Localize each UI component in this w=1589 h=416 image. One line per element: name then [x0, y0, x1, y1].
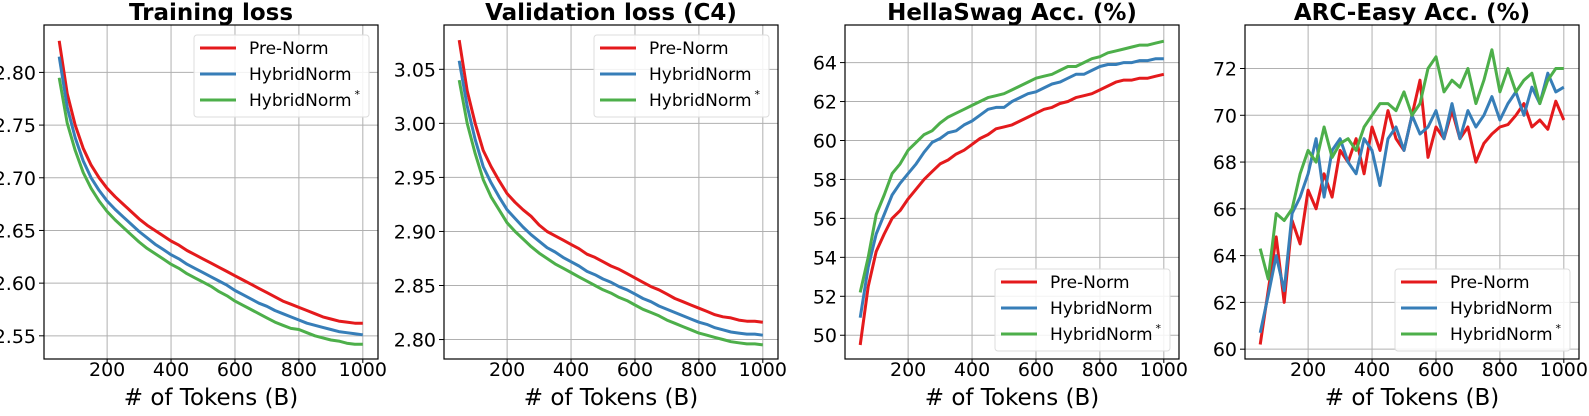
y-tick-label: 2.60 [0, 273, 36, 295]
legend: Pre-Norm HybridNorm HybridNorm * [193, 34, 370, 118]
y-tick-label: 54 [813, 247, 837, 269]
y-tick-label: 56 [813, 208, 837, 230]
legend-label: Pre-Norm [249, 39, 329, 59]
legend: Pre-Norm HybridNorm HybridNorm * [593, 34, 770, 118]
legend-superscript: * [755, 88, 761, 101]
x-tick-label: 600 [617, 359, 653, 381]
y-tick-label: 68 [1213, 152, 1237, 174]
x-axis-label: # of Tokens (B) [1325, 385, 1500, 411]
plot-frame [443, 24, 779, 360]
plot-frame [1244, 24, 1580, 360]
series-line-pre-norm [57, 40, 363, 325]
x-axis-label: # of Tokens (B) [524, 385, 699, 411]
legend-label: HybridNorm [1050, 299, 1153, 319]
x-tick-label: 200 [1290, 359, 1326, 381]
chart-title: Validation loss (C4) [485, 0, 737, 26]
y-tick-label: 66 [1213, 199, 1237, 221]
y-tick-label: 60 [1213, 339, 1237, 361]
y-tick-label: 3.00 [394, 113, 436, 135]
x-tick-label: 600 [1018, 359, 1054, 381]
x-tick-label: 1000 [739, 359, 787, 381]
series-line-hybridnorm [457, 60, 764, 337]
legend-box [1394, 268, 1571, 352]
y-tick-label: 2.85 [394, 275, 436, 297]
y-tick-label: 52 [813, 286, 837, 308]
series-line-hybridnorm-star [457, 79, 763, 347]
x-tick-label: 800 [281, 359, 317, 381]
y-tick-label: 2.95 [394, 167, 436, 189]
y-tick-label: 2.80 [394, 330, 436, 352]
series-line-hybridnorm [57, 56, 364, 337]
series-line-hybridnorm [858, 57, 1164, 318]
y-tick-label: 62 [813, 92, 837, 114]
legend-label: HybridNorm [649, 91, 752, 111]
chart-title: ARC-Easy Acc. (%) [1294, 0, 1530, 26]
plot-frame [844, 24, 1180, 360]
y-tick-label: 2.70 [0, 168, 36, 190]
y-tick-label: 3.05 [394, 59, 436, 81]
y-tick-label: 50 [813, 325, 837, 347]
legend-box [994, 268, 1171, 352]
legend: Pre-Norm HybridNorm HybridNorm * [1394, 268, 1571, 352]
x-tick-label: 400 [553, 359, 589, 381]
legend-superscript: * [1156, 322, 1162, 335]
x-tick-label: 400 [153, 359, 189, 381]
y-tick-label: 2.80 [0, 62, 36, 84]
legend-label: Pre-Norm [649, 39, 729, 59]
plot-frame [43, 24, 379, 360]
x-tick-label: 400 [954, 359, 990, 381]
x-tick-label: 1000 [1140, 359, 1188, 381]
chart-panel-2: 200 400 600 800 1000 2.80 2.85 2.90 2.95 3.00 3.05… [394, 0, 787, 411]
x-tick-label: 600 [217, 359, 253, 381]
x-axis-label: # of Tokens (B) [925, 385, 1100, 411]
x-tick-label: 800 [681, 359, 717, 381]
legend-superscript: * [1556, 322, 1562, 335]
legend: Pre-Norm HybridNorm HybridNorm * [994, 268, 1171, 352]
legend-box [593, 34, 770, 118]
x-tick-label: 600 [1418, 359, 1454, 381]
legend-label: HybridNorm [249, 91, 352, 111]
y-tick-label: 64 [813, 53, 837, 75]
x-tick-label: 800 [1082, 359, 1118, 381]
legend-superscript: * [355, 88, 361, 101]
chart-title: Training loss [129, 0, 293, 26]
x-tick-label: 1000 [1540, 359, 1588, 381]
series-line-hybridnorm-star [858, 39, 1165, 293]
chart-title: HellaSwag Acc. (%) [887, 0, 1137, 26]
x-axis-label: # of Tokens (B) [124, 385, 299, 411]
legend-label: Pre-Norm [1450, 273, 1530, 293]
chart-panel-3: 200 400 600 800 1000 50 52 54 56 58 60 62 64 HellaSwa… [813, 0, 1188, 411]
x-tick-label: 200 [890, 359, 926, 381]
x-tick-label: 1000 [339, 359, 387, 381]
y-tick-label: 58 [813, 169, 837, 191]
legend-label: Pre-Norm [1050, 273, 1130, 293]
x-tick-label: 400 [1354, 359, 1390, 381]
series-line-pre-norm [858, 72, 1165, 346]
legend-label: HybridNorm [249, 65, 352, 85]
y-tick-label: 2.75 [0, 115, 36, 137]
legend-label: HybridNorm [1450, 299, 1553, 319]
x-tick-label: 800 [1482, 359, 1518, 381]
legend-label: HybridNorm [1050, 325, 1153, 345]
y-tick-label: 64 [1213, 246, 1237, 268]
y-tick-label: 2.55 [0, 326, 36, 348]
y-tick-label: 2.65 [0, 220, 36, 242]
chart-panel-4: 200 400 600 800 1000 60 62 64 66 68 70 72 ARC-Easy A… [1213, 0, 1588, 411]
legend-box [193, 34, 370, 118]
chart-panel-1: 200 400 600 800 1000 2.55 2.60 2.65 2.70 2.75 2.80… [0, 0, 387, 411]
y-tick-label: 60 [813, 130, 837, 152]
series-line-hybridnorm-star [1258, 48, 1564, 281]
y-tick-label: 70 [1213, 105, 1237, 127]
series-line-hybridnorm-star [57, 77, 363, 346]
y-tick-label: 72 [1213, 59, 1237, 81]
series-line-pre-norm [457, 39, 763, 324]
y-tick-label: 2.90 [394, 221, 436, 243]
legend-label: HybridNorm [649, 65, 752, 85]
x-tick-label: 200 [89, 359, 125, 381]
legend-label: HybridNorm [1450, 325, 1553, 345]
y-tick-label: 62 [1213, 292, 1237, 314]
x-tick-label: 200 [489, 359, 525, 381]
